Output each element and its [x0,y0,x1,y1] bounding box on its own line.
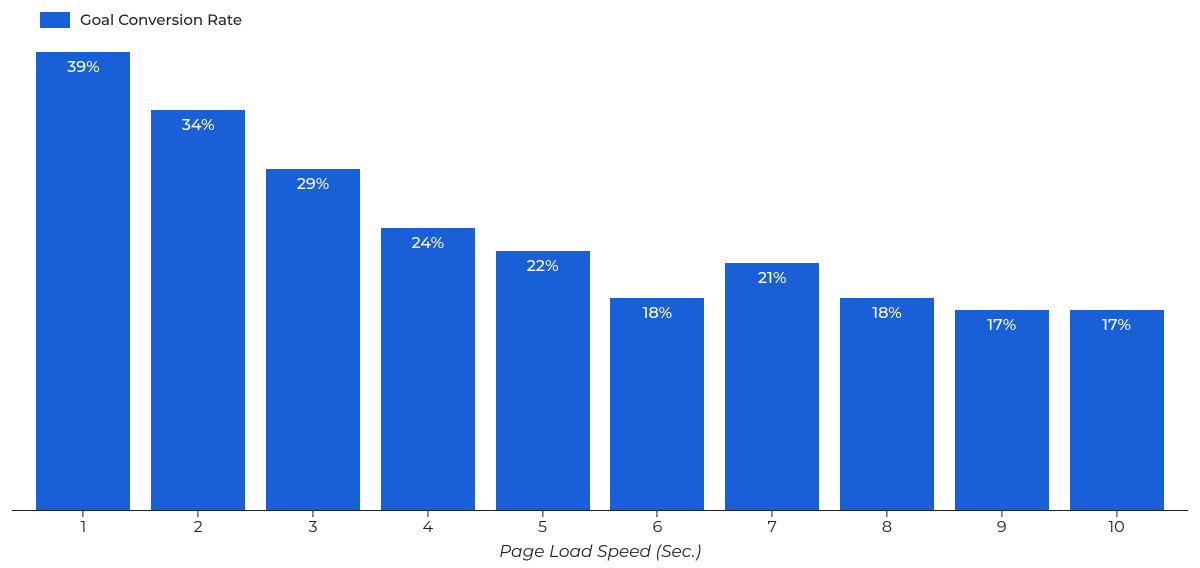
bar: 34% [151,110,245,510]
tick-slot [256,510,371,518]
legend: Goal Conversion Rate [40,10,242,29]
x-tick [1116,510,1117,517]
tick-slot [600,510,715,518]
plot-area: 39% 34% 29% 24% 22% 18% 21% 18% 17% 17% [20,40,1180,510]
x-tick [83,510,84,517]
bar: 24% [381,228,475,510]
x-tick-label: 5 [485,518,600,537]
bar: 18% [840,298,934,510]
bar: 17% [955,310,1049,510]
x-tick [772,510,773,517]
bar-slot: 39% [26,40,141,510]
bar: 29% [266,169,360,510]
bar: 39% [36,52,130,510]
bar: 22% [496,251,590,510]
tick-slot [26,510,141,518]
x-tick-label: 3 [256,518,371,537]
x-tick [1001,510,1002,517]
x-axis-title: Page Load Speed (Sec.) [0,542,1200,562]
x-tick [427,510,428,517]
x-tick [198,510,199,517]
bar-slot: 34% [141,40,256,510]
x-tick-label: 8 [830,518,945,537]
x-tick-label: 10 [1059,518,1174,537]
bar-slot: 21% [715,40,830,510]
x-axis-ticks [20,510,1180,518]
bar-value-label: 24% [381,234,475,253]
tick-slot [1059,510,1174,518]
bar-value-label: 21% [725,269,819,288]
tick-slot [141,510,256,518]
x-tick [312,510,313,517]
x-tick-label: 6 [600,518,715,537]
bar: 17% [1070,310,1164,510]
bar-slot: 18% [600,40,715,510]
x-tick-label: 9 [944,518,1059,537]
bar-slot: 17% [1059,40,1174,510]
x-tick [542,510,543,517]
bar-value-label: 34% [151,116,245,135]
bar-value-label: 18% [840,304,934,323]
x-tick [657,510,658,517]
tick-slot [715,510,830,518]
x-tick-label: 2 [141,518,256,537]
bar-slot: 24% [370,40,485,510]
legend-swatch [40,12,70,28]
bar-slot: 22% [485,40,600,510]
bar: 21% [725,263,819,510]
bar-value-label: 29% [266,175,360,194]
tick-slot [830,510,945,518]
tick-slot [370,510,485,518]
x-tick [886,510,887,517]
bar-slot: 17% [944,40,1059,510]
bars-group: 39% 34% 29% 24% 22% 18% 21% 18% 17% 17% [20,40,1180,510]
x-tick-label: 1 [26,518,141,537]
bar-value-label: 18% [610,304,704,323]
bar-slot: 18% [830,40,945,510]
bar: 18% [610,298,704,510]
bar-value-label: 17% [1070,316,1164,335]
x-tick-label: 7 [715,518,830,537]
tick-slot [944,510,1059,518]
chart-container: Goal Conversion Rate 39% 34% 29% 24% 22% 18% 2… [0,0,1200,568]
bar-slot: 29% [256,40,371,510]
bar-value-label: 39% [36,58,130,77]
tick-slot [485,510,600,518]
x-axis-labels: 12345678910 [20,518,1180,537]
x-tick-label: 4 [370,518,485,537]
bar-value-label: 17% [955,316,1049,335]
bar-value-label: 22% [496,257,590,276]
legend-label: Goal Conversion Rate [80,10,242,29]
